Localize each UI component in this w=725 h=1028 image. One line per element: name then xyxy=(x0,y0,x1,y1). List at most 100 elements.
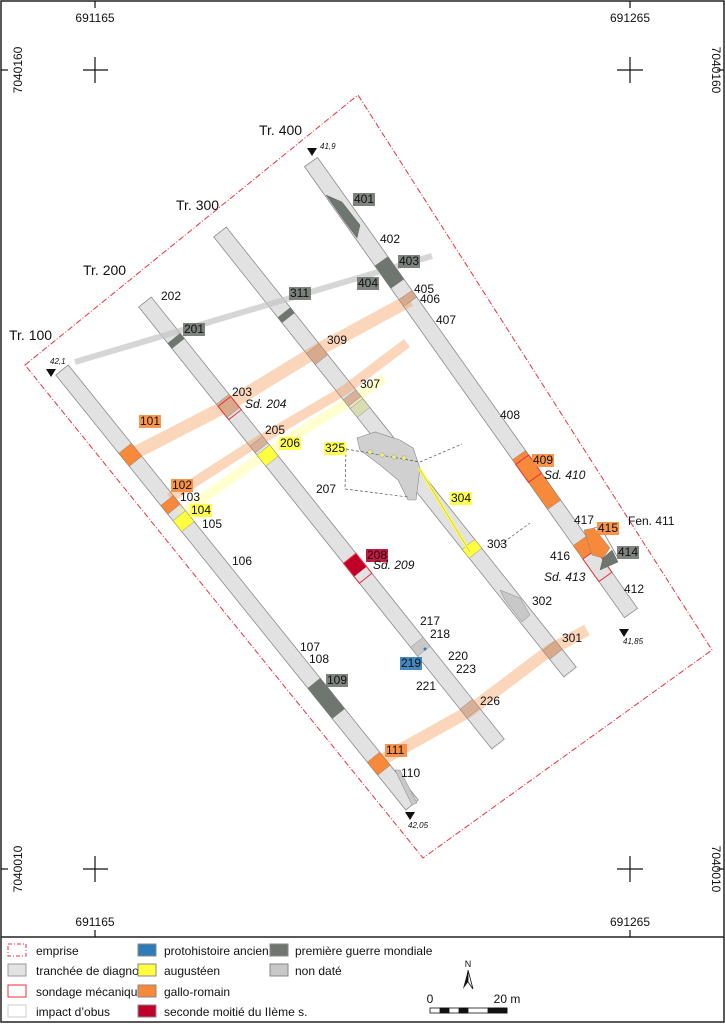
ditch-band-gallo-romain xyxy=(167,339,411,503)
label-412: 412 xyxy=(624,582,644,596)
label-415: 415 xyxy=(598,521,618,535)
legend-label: seconde moitié du IIème s. xyxy=(164,1005,307,1019)
label-414: 414 xyxy=(618,545,638,559)
label-sd209: Sd. 209 xyxy=(373,558,415,572)
label-416: 416 xyxy=(550,549,570,563)
coord-y-top-left: 7040160 xyxy=(11,46,25,93)
legend-swatch-gallo-romain xyxy=(137,984,157,998)
label-303: 303 xyxy=(487,537,507,551)
coord-x-bottom-left: 691165 xyxy=(75,915,114,929)
coord-y-top-right: 7040160 xyxy=(709,47,723,94)
elevation-label: 42,05 xyxy=(408,821,429,830)
legend-swatch-sondage xyxy=(7,984,27,998)
label-bg-f325 xyxy=(324,442,346,455)
label-302: 302 xyxy=(532,594,552,608)
feature-403-404 xyxy=(374,256,405,289)
label-206: 206 xyxy=(280,436,300,450)
feature-labels: 202 203 Sd. 204 205 207 103 105 106 107 … xyxy=(161,232,675,780)
feature-area-325 xyxy=(356,431,421,501)
label-bg-f219 xyxy=(400,657,422,670)
feature-303 xyxy=(461,539,483,559)
features-layer xyxy=(118,194,619,806)
label-102: 102 xyxy=(172,478,192,492)
label-sd204: Sd. 204 xyxy=(245,397,287,411)
label-sd410: Sd. 410 xyxy=(544,468,586,482)
feature-206 xyxy=(256,444,279,467)
coord-y-bottom-right: 7040010 xyxy=(709,846,723,893)
feature-309 xyxy=(306,343,329,365)
label-111: 111 xyxy=(386,743,405,757)
trench-label-400: Tr. 400 xyxy=(259,122,302,138)
label-408: 408 xyxy=(500,408,520,422)
label-bg-f104 xyxy=(190,504,212,517)
legend-label: gallo-romain xyxy=(164,985,230,999)
label-bg-f101 xyxy=(139,415,161,428)
label-202: 202 xyxy=(161,289,181,303)
label-108: 108 xyxy=(309,652,329,666)
feature-205 xyxy=(249,435,269,454)
trench-label-300: Tr. 300 xyxy=(176,197,219,213)
label-311: 311 xyxy=(290,286,309,300)
label-205: 205 xyxy=(265,423,285,437)
label-407: 407 xyxy=(436,313,456,327)
label-bg-f401 xyxy=(353,193,375,206)
ditch-band-gallo-romain xyxy=(128,294,414,461)
label-409: 409 xyxy=(533,453,553,467)
feature-415 xyxy=(583,527,611,559)
label-223: 223 xyxy=(456,662,476,676)
label-110: 110 xyxy=(401,766,420,780)
ditch-band-gallo-romain xyxy=(375,624,590,768)
feature-401 xyxy=(325,194,361,239)
label-405: 405 xyxy=(414,282,434,296)
label-307: 307 xyxy=(360,377,380,391)
label-207: 207 xyxy=(316,482,336,496)
label-bg-f311 xyxy=(289,287,311,300)
legend-swatch-non-date xyxy=(269,963,289,977)
label-bg-f206 xyxy=(279,437,301,450)
label-221: 221 xyxy=(416,679,436,693)
label-103: 103 xyxy=(180,490,200,504)
legend-swatch-augusteen xyxy=(137,963,157,977)
north-label: N xyxy=(465,959,472,969)
post-hole-325 xyxy=(379,452,385,458)
label-bg-f109 xyxy=(326,674,348,687)
north-arrow-icon xyxy=(463,969,474,990)
post-hole-325 xyxy=(367,449,373,455)
label-bg-f404 xyxy=(357,277,379,290)
label-226: 226 xyxy=(480,694,500,708)
elevation-triangle-icon xyxy=(307,148,317,156)
label-107: 107 xyxy=(300,640,320,654)
highlighted-labels: 101 102 104 206 201 311 401 403 404 325 304 208 219 1… xyxy=(139,192,639,757)
legend-label: protohistoire ancienne xyxy=(164,944,282,958)
feature-302 xyxy=(499,589,531,623)
label-220: 220 xyxy=(448,649,468,663)
feature-109 xyxy=(307,677,346,719)
legend-label: tranchée de diagnostic xyxy=(36,964,157,978)
label-bg-f409 xyxy=(532,454,554,467)
label-bg-f415 xyxy=(597,522,619,535)
legend-label: sondage mécanique xyxy=(36,985,144,999)
legend-label: première guerre mondiale xyxy=(295,944,433,958)
sondage-sd204 xyxy=(217,395,242,421)
label-417: 417 xyxy=(574,513,594,527)
feature-307b xyxy=(349,398,371,418)
legend-swatch-premiere-guerre xyxy=(269,943,289,957)
post-hole-325 xyxy=(391,454,397,460)
feature-226 xyxy=(459,698,480,719)
label-309: 309 xyxy=(327,333,347,347)
label-218: 218 xyxy=(430,627,450,641)
feature-311 xyxy=(277,307,295,324)
emprise-boundary xyxy=(24,94,713,859)
coord-x-top-left: 691165 xyxy=(75,11,114,25)
trenches-layer xyxy=(55,156,639,811)
label-101: 101 xyxy=(140,414,160,428)
elevation-label: 41,85 xyxy=(623,637,644,646)
feature-110 xyxy=(394,769,418,806)
feature-409 xyxy=(512,450,562,510)
coord-y-bottom-left: 7040010 xyxy=(11,845,25,892)
label-106: 106 xyxy=(232,554,252,568)
elevation-triangle-icon xyxy=(405,812,415,820)
label-304: 304 xyxy=(451,491,471,505)
